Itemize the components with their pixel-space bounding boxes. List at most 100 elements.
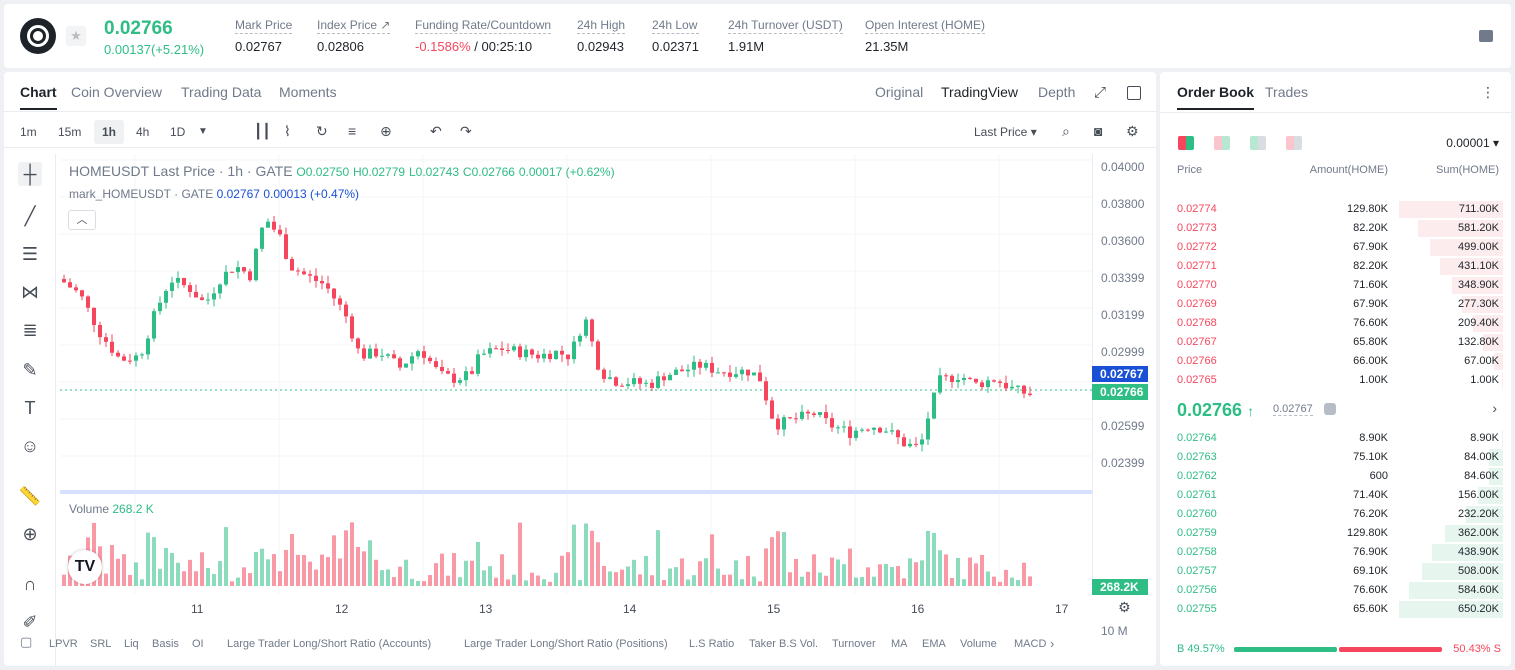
brush-icon[interactable]: ✎ bbox=[22, 360, 38, 380]
view-original[interactable]: Original bbox=[875, 84, 924, 100]
indicator-toggle[interactable]: LPVR bbox=[49, 638, 78, 650]
magnet-icon[interactable]: ∩ bbox=[23, 574, 37, 594]
indicator-toggle[interactable]: MA bbox=[891, 638, 908, 650]
indicators-icon[interactable]: ⌇ bbox=[284, 123, 291, 139]
timeframe-1h[interactable]: 1h bbox=[94, 120, 125, 144]
text-tool-icon[interactable]: T bbox=[24, 398, 36, 418]
view-bids-icon[interactable] bbox=[1250, 136, 1266, 150]
candlestick-chart[interactable] bbox=[60, 154, 1092, 594]
tradingview-logo-icon[interactable]: TV bbox=[68, 550, 102, 584]
crosshair-icon[interactable]: ┼ bbox=[18, 162, 42, 186]
gear-icon[interactable]: ⚙ bbox=[1126, 123, 1139, 139]
zoom-in-icon[interactable]: ⊕ bbox=[22, 524, 38, 544]
pattern-icon[interactable]: ⋈ bbox=[21, 282, 39, 302]
ask-row[interactable]: 0.02772 67.90K 499.00K bbox=[1160, 238, 1511, 257]
horizontal-lines-icon[interactable]: ☰ bbox=[21, 244, 39, 264]
indicator-toggle[interactable]: Liq bbox=[124, 638, 139, 650]
bid-row[interactable]: 0.02757 69.10K 508.00K bbox=[1160, 562, 1511, 581]
expand-icon[interactable]: ⤢ bbox=[1094, 84, 1107, 101]
ask-row[interactable]: 0.02767 65.80K 132.80K bbox=[1160, 333, 1511, 352]
bid-row[interactable]: 0.02762 600 84.60K bbox=[1160, 467, 1511, 486]
tab-coin-overview[interactable]: Coin Overview bbox=[71, 84, 163, 100]
ask-row[interactable]: 0.02771 82.20K 431.10K bbox=[1160, 257, 1511, 276]
timeframe-dropdown-icon[interactable]: ▼ bbox=[198, 126, 208, 137]
tab-chart[interactable]: Chart bbox=[20, 84, 57, 110]
view-mixed-icon[interactable] bbox=[1214, 136, 1230, 150]
bid-row[interactable]: 0.02755 65.60K 650.20K bbox=[1160, 600, 1511, 619]
price-type-select[interactable]: Last Price ▾ bbox=[974, 125, 1037, 139]
bid-row[interactable]: 0.02761 71.40K 156.00K bbox=[1160, 486, 1511, 505]
view-depth[interactable]: Depth bbox=[1038, 84, 1076, 100]
favorite-star-icon[interactable]: ★ bbox=[66, 26, 86, 46]
chevron-right-icon[interactable]: › bbox=[1050, 636, 1055, 651]
settings-list-icon[interactable]: ≡ bbox=[348, 123, 357, 139]
time-axis[interactable]: 11 12 13 14 15 16 17 bbox=[60, 596, 1092, 620]
undo-icon[interactable]: ↶ bbox=[430, 123, 442, 139]
tab-trades[interactable]: Trades bbox=[1265, 84, 1309, 100]
fib-icon[interactable]: ≣ bbox=[22, 320, 38, 340]
ask-price: 0.02765 bbox=[1177, 374, 1217, 386]
indicator-toggle[interactable]: EMA bbox=[922, 638, 946, 650]
window-icon[interactable] bbox=[1127, 86, 1141, 100]
ask-row[interactable]: 0.02768 76.60K 209.40K bbox=[1160, 314, 1511, 333]
indicator-toggle[interactable]: Volume bbox=[960, 638, 997, 650]
search-icon[interactable]: ⌕ bbox=[1062, 123, 1070, 139]
volume-bar bbox=[104, 573, 108, 586]
ask-row[interactable]: 0.02774 129.80K 711.00K bbox=[1160, 200, 1511, 219]
bid-row[interactable]: 0.02764 8.90K 8.90K bbox=[1160, 429, 1511, 448]
timeframe-15m[interactable]: 15m bbox=[58, 125, 82, 139]
timeframe-4h[interactable]: 4h bbox=[136, 125, 150, 139]
candle-type-icon[interactable]: ┃┃ bbox=[254, 123, 271, 139]
view-both-icon[interactable] bbox=[1178, 136, 1194, 150]
tab-moments[interactable]: Moments bbox=[279, 84, 337, 100]
chevron-right-icon[interactable]: › bbox=[1492, 400, 1497, 416]
view-asks-icon[interactable] bbox=[1286, 136, 1302, 150]
indicator-toggle[interactable]: OI bbox=[192, 638, 204, 650]
pencil-lock-icon[interactable]: ✐ bbox=[22, 612, 38, 632]
add-indicator-icon[interactable]: ⊕ bbox=[380, 123, 392, 139]
tab-trading-data[interactable]: Trading Data bbox=[181, 84, 262, 100]
stat-index-price[interactable]: Index Price ↗ 0.02806 bbox=[317, 18, 391, 54]
axis-settings-icon[interactable]: ⚙ bbox=[1118, 599, 1131, 615]
pane-separator[interactable] bbox=[60, 490, 1092, 494]
ask-row[interactable]: 0.02773 82.20K 581.20K bbox=[1160, 219, 1511, 238]
more-options-icon[interactable]: ⋮ bbox=[1481, 84, 1495, 100]
precision-select[interactable]: 0.00001 ▾ bbox=[1446, 136, 1499, 150]
bid-row[interactable]: 0.02758 76.90K 438.90K bbox=[1160, 543, 1511, 562]
ask-row[interactable]: 0.02766 66.00K 67.00K bbox=[1160, 352, 1511, 371]
indicator-toggle[interactable]: Basis bbox=[152, 638, 179, 650]
ask-row[interactable]: 0.02770 71.60K 348.90K bbox=[1160, 276, 1511, 295]
bid-row[interactable]: 0.02756 76.60K 584.60K bbox=[1160, 581, 1511, 600]
bid-row[interactable]: 0.02763 75.10K 84.00K bbox=[1160, 448, 1511, 467]
indicator-toggle[interactable]: Turnover bbox=[832, 638, 876, 650]
timeframe-1m[interactable]: 1m bbox=[20, 125, 37, 139]
camera-icon[interactable]: ◙ bbox=[1094, 123, 1103, 139]
volume-bar bbox=[362, 551, 366, 586]
bid-row[interactable]: 0.02759 129.80K 362.00K bbox=[1160, 524, 1511, 543]
redo-icon[interactable]: ↷ bbox=[460, 123, 472, 139]
trendline-icon[interactable]: ╱ bbox=[24, 206, 36, 226]
candle bbox=[92, 307, 96, 326]
ask-row[interactable]: 0.02765 1.00K 1.00K bbox=[1160, 371, 1511, 390]
timeframe-1d[interactable]: 1D bbox=[170, 125, 186, 139]
emoji-icon[interactable]: ☺ bbox=[20, 436, 40, 456]
ask-sum: 499.00K bbox=[1458, 241, 1499, 253]
tab-order-book[interactable]: Order Book bbox=[1177, 84, 1255, 110]
guide-book-icon[interactable] bbox=[1479, 30, 1493, 42]
indicator-toggle[interactable]: SRL bbox=[90, 638, 112, 650]
bid-row[interactable]: 0.02760 76.20K 232.20K bbox=[1160, 505, 1511, 524]
indicator-toggle[interactable]: Taker B.S Vol. bbox=[749, 638, 819, 650]
view-tradingview[interactable]: TradingView bbox=[941, 84, 1019, 100]
lock-icon[interactable]: ▢ bbox=[20, 634, 33, 649]
refresh-icon[interactable]: ↻ bbox=[316, 123, 328, 139]
indicator-toggle[interactable]: Large Trader Long/Short Ratio (Accounts) bbox=[227, 638, 432, 650]
candle bbox=[728, 372, 732, 377]
indicator-toggle[interactable]: L.S Ratio bbox=[689, 638, 735, 650]
ruler-icon[interactable]: 📏 bbox=[18, 486, 42, 506]
x-tick-label: 16 bbox=[911, 602, 925, 616]
indicator-toggle[interactable]: MACD bbox=[1014, 638, 1047, 650]
indicator-toggle[interactable]: Large Trader Long/Short Ratio (Positions… bbox=[464, 638, 668, 650]
candle bbox=[362, 348, 366, 359]
collapse-legend-button[interactable]: ︿ bbox=[68, 210, 96, 230]
ask-row[interactable]: 0.02769 67.90K 277.30K bbox=[1160, 295, 1511, 314]
